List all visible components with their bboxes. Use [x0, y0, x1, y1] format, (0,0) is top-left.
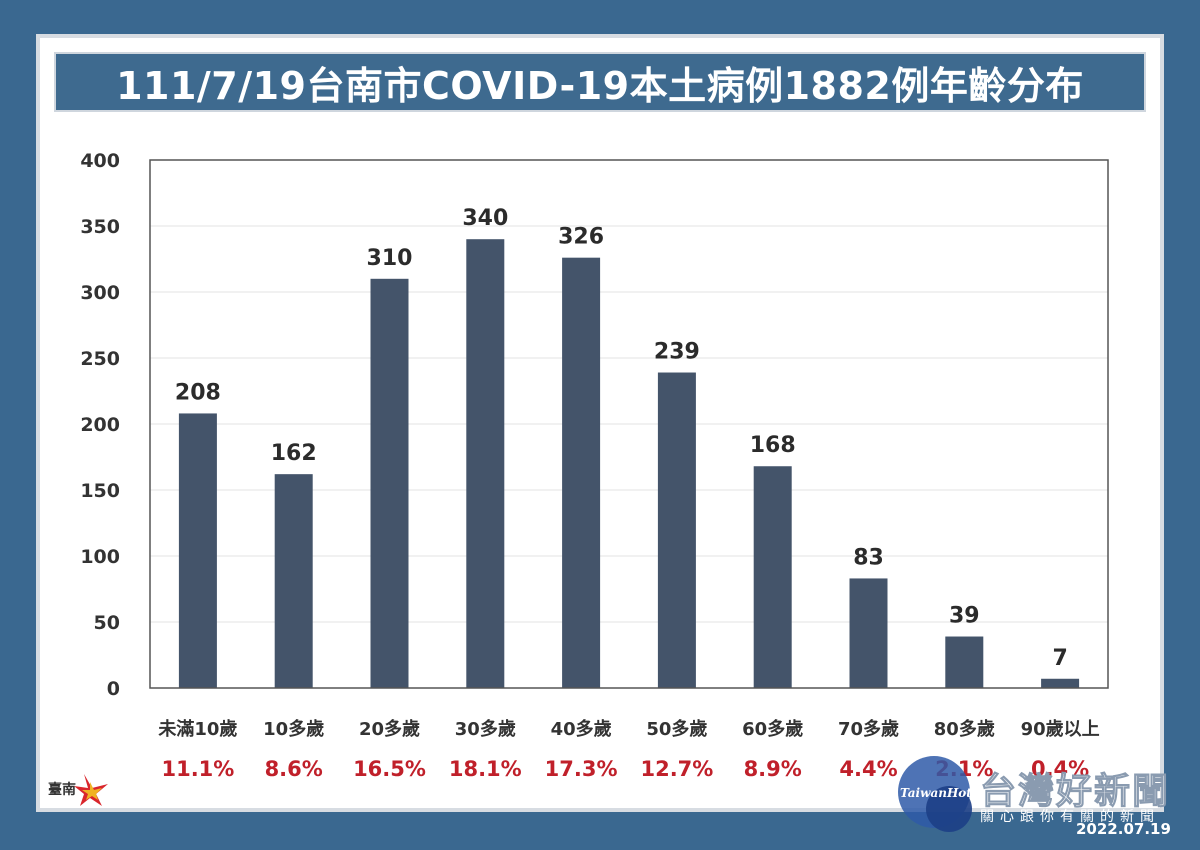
plot-frame: [149, 159, 1109, 689]
y-tick-label: 200: [80, 414, 120, 436]
bar-value-label: 239: [654, 340, 700, 365]
bars: [178, 239, 1080, 688]
x-tick-label: 70多歲: [838, 718, 899, 740]
watermark-slogan: 關心跟你有關的新聞: [980, 809, 1160, 825]
y-tick-label: 100: [80, 546, 120, 568]
chart-title: 111/7/19台南市COVID-19本土病例1882例年齡分布: [54, 52, 1146, 112]
bar: [274, 474, 313, 688]
bar-value-label: 340: [462, 206, 508, 231]
y-axis-ticks: 0 50 100 150 200 250 300 350 400: [80, 150, 120, 700]
percent-label: 4.4%: [839, 757, 897, 781]
percent-label: 16.5%: [353, 757, 426, 781]
percent-label: 8.6%: [265, 757, 323, 781]
y-tick-label: 350: [80, 216, 120, 238]
value-labels: 208 162 310 340 326 239 168 83 39 7: [175, 206, 1068, 671]
y-tick-label: 400: [80, 150, 120, 172]
y-tick-label: 300: [80, 282, 120, 304]
bar: [849, 578, 888, 688]
percent-labels: 11.1% 8.6% 16.5% 18.1% 17.3% 12.7% 8.9% 4.4% 2.1…: [161, 757, 1089, 781]
taiwanhot-watermark: TaiwanHot 台灣好新聞 關心跟你有關的新聞: [898, 756, 1188, 846]
percent-label: 11.1%: [161, 757, 234, 781]
y-tick-label: 0: [107, 678, 120, 700]
watermark-brand: TaiwanHot: [900, 786, 972, 800]
bar: [657, 372, 696, 688]
bar: [945, 636, 984, 688]
logo-text: 臺南: [48, 781, 76, 798]
y-tick-label: 250: [80, 348, 120, 370]
watermark-circle-inner-icon: [926, 786, 972, 832]
watermark-name: 台灣好新聞: [979, 771, 1171, 813]
x-tick-label: 30多歲: [455, 718, 516, 740]
date-stamp: 2022.07.19: [1076, 820, 1171, 838]
percent-label: 17.3%: [545, 757, 618, 781]
percent-label: 0.4%: [1031, 757, 1089, 781]
bar: [753, 466, 792, 688]
bar-value-label: 310: [367, 246, 413, 271]
bar: [370, 278, 409, 688]
bar-value-label: 168: [750, 433, 796, 458]
x-tick-label: 20多歲: [359, 718, 420, 740]
bar-value-label: 208: [175, 380, 221, 405]
bar-value-label: 7: [1052, 646, 1067, 671]
x-axis-ticks: 未滿10歲 10多歲 20多歲 30多歲 40多歲 50多歲 60多歲 70多歲 80多歲 90歲…: [158, 718, 1099, 740]
x-tick-label: 80多歲: [934, 718, 995, 740]
percent-label: 18.1%: [449, 757, 522, 781]
y-tick-label: 150: [80, 480, 120, 502]
bar-value-label: 39: [949, 604, 980, 629]
bar: [178, 413, 217, 688]
x-tick-label: 90歲以上: [1021, 718, 1100, 740]
bar: [562, 257, 601, 688]
bar-value-label: 162: [271, 441, 317, 466]
x-tick-label: 未滿10歲: [158, 718, 237, 740]
x-tick-label: 10多歲: [263, 718, 324, 740]
tainan-city-logo: 臺南: [48, 774, 108, 806]
bar: [466, 239, 505, 688]
bar-value-label: 83: [853, 545, 884, 570]
percent-label: 8.9%: [744, 757, 802, 781]
y-tick-label: 50: [94, 612, 120, 634]
percent-label: 12.7%: [640, 757, 713, 781]
logo-flower-icon: [82, 782, 102, 800]
x-tick-label: 50多歲: [646, 718, 707, 740]
x-tick-label: 40多歲: [551, 718, 612, 740]
x-tick-label: 60多歲: [742, 718, 803, 740]
bar: [1041, 678, 1080, 688]
bar-value-label: 326: [558, 225, 604, 250]
